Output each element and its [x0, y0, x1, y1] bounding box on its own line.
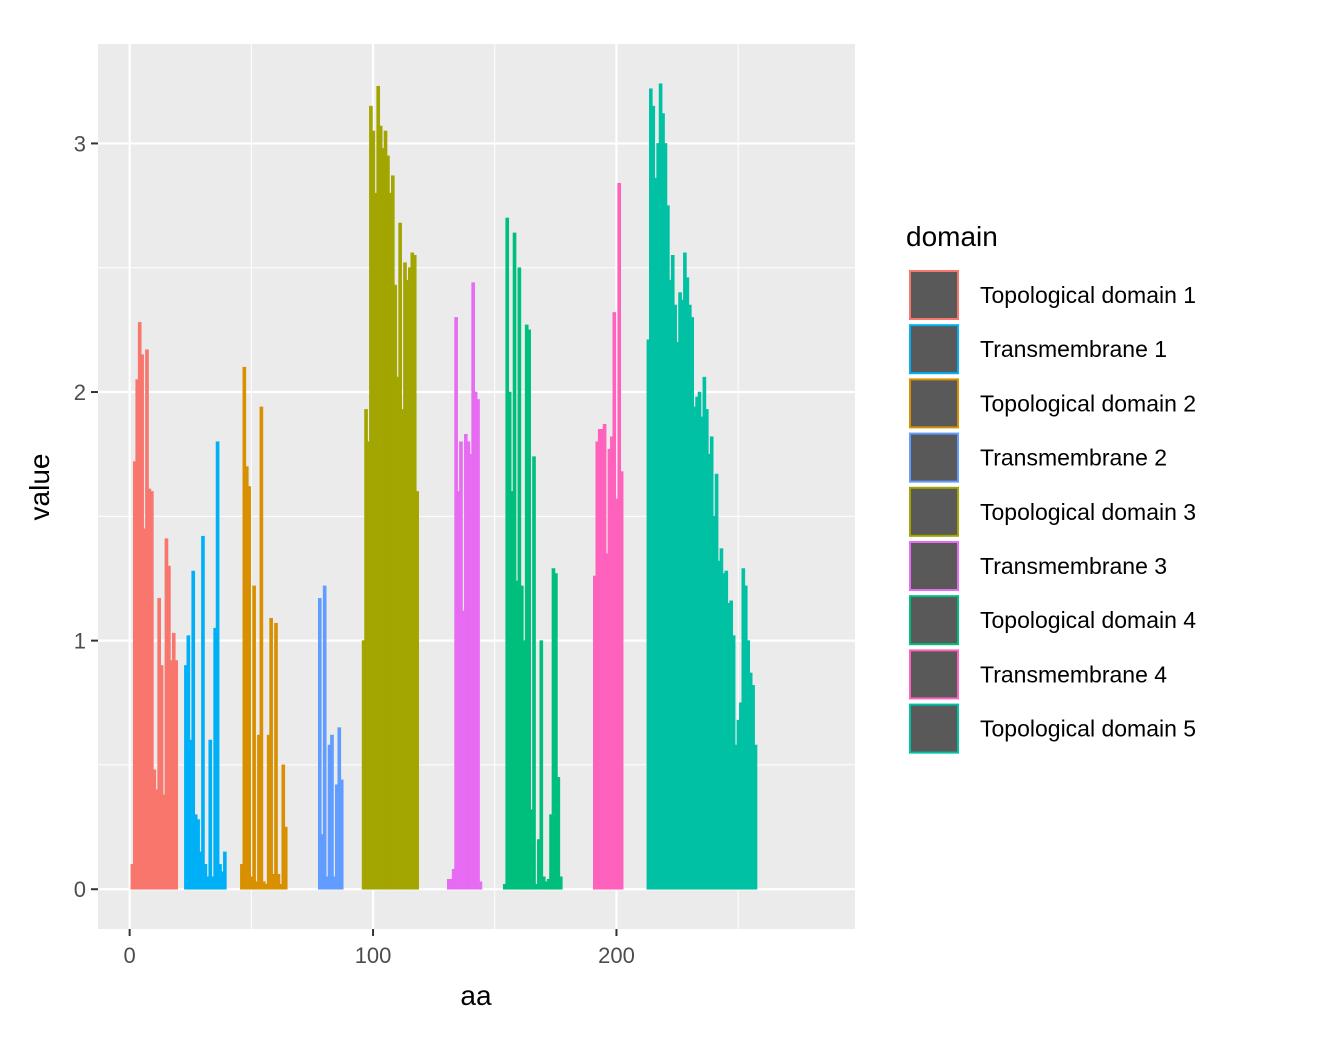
bar	[322, 585, 327, 890]
legend: Topological domain 1 Transmembrane 1 Topol…	[909, 270, 1196, 754]
bar	[269, 617, 273, 890]
series-8	[593, 182, 624, 890]
x-axis: 0 100 200	[124, 929, 635, 968]
legend-key	[909, 541, 959, 591]
series-5	[361, 85, 419, 890]
bars	[130, 83, 758, 890]
legend-item: Topological domain 1	[909, 270, 1196, 320]
bar	[556, 777, 561, 890]
y-tick-label: 1	[74, 629, 86, 654]
legend-title: domain	[906, 221, 998, 252]
bar	[339, 779, 344, 890]
bar	[247, 486, 252, 890]
legend-item: Topological domain 4	[909, 595, 1196, 646]
bar	[208, 739, 213, 890]
bar	[223, 851, 227, 890]
legend-label: Topological domain 4	[980, 607, 1196, 633]
x-tick-label: 100	[355, 943, 392, 968]
bar	[330, 734, 334, 890]
bar	[159, 665, 164, 890]
bar	[252, 585, 256, 890]
bar	[283, 826, 288, 890]
y-tick-label: 0	[74, 877, 86, 902]
bar	[259, 406, 264, 890]
series-2	[184, 441, 227, 890]
series-1	[130, 322, 179, 890]
legend-item: Transmembrane 3	[909, 541, 1167, 591]
bar	[527, 329, 531, 890]
legend-item: Topological domain 2	[909, 378, 1196, 429]
bar	[415, 491, 419, 890]
x-axis-title: aa	[460, 980, 492, 1011]
bar	[532, 456, 536, 890]
bar	[554, 573, 558, 890]
bar	[150, 491, 154, 890]
x-tick-label: 200	[598, 943, 635, 968]
bar	[619, 471, 624, 890]
bar	[276, 874, 281, 890]
bar	[174, 660, 179, 890]
legend-key	[909, 595, 959, 646]
legend-key	[909, 378, 959, 429]
legend-label: Topological domain 2	[980, 390, 1196, 416]
legend-item: Topological domain 3	[909, 486, 1196, 537]
bar	[201, 535, 205, 890]
series-4	[317, 585, 344, 890]
series-6	[446, 282, 483, 890]
legend-item: Transmembrane 4	[909, 649, 1167, 700]
y-tick-label: 3	[74, 131, 86, 156]
legend-key	[909, 649, 959, 700]
legend-label: Topological domain 5	[980, 716, 1196, 742]
bar	[476, 399, 480, 890]
legend-key	[909, 703, 959, 754]
bar	[478, 881, 483, 890]
bar	[512, 232, 517, 890]
series-9	[646, 83, 758, 890]
legend-label: Transmembrane 2	[980, 445, 1167, 471]
legend-key	[909, 432, 959, 483]
legend-item: Topological domain 5	[909, 703, 1196, 754]
series-7	[502, 217, 563, 890]
bar	[539, 640, 544, 890]
x-tick-label: 0	[124, 943, 136, 968]
bar	[215, 441, 220, 890]
legend-item: Transmembrane 2	[909, 432, 1167, 483]
bar	[517, 267, 522, 890]
legend-key	[909, 270, 959, 320]
bar	[753, 744, 758, 890]
legend-key	[909, 486, 959, 537]
y-axis-title: value	[24, 454, 55, 521]
bar	[317, 598, 322, 890]
legend-label: Transmembrane 1	[980, 336, 1167, 362]
series-3	[240, 366, 288, 890]
legend-label: Transmembrane 3	[980, 553, 1167, 579]
bar	[191, 570, 196, 890]
y-axis: 0 1 2 3	[74, 131, 98, 902]
bar	[558, 876, 563, 890]
legend-label: Topological domain 3	[980, 499, 1196, 525]
y-tick-label: 2	[74, 380, 86, 405]
legend-label: Transmembrane 4	[980, 661, 1167, 687]
legend-label: Topological domain 1	[980, 282, 1196, 308]
legend-item: Transmembrane 1	[909, 324, 1167, 375]
bar	[274, 622, 278, 890]
legend-key	[909, 324, 959, 375]
